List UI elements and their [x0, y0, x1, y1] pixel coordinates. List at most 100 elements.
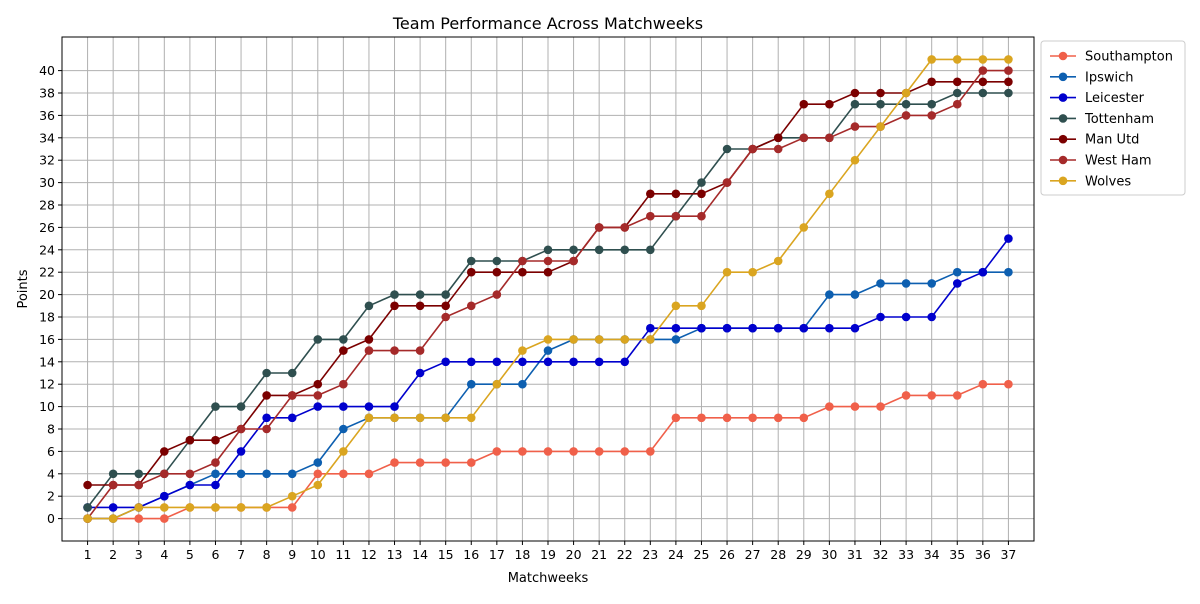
legend-label: Ipswich — [1085, 70, 1134, 85]
data-point — [441, 458, 450, 467]
data-point — [390, 290, 399, 299]
data-point — [901, 88, 911, 98]
data-point — [799, 133, 809, 143]
data-point — [415, 413, 425, 423]
data-point — [466, 458, 476, 467]
y-tick-label: 14 — [39, 354, 55, 369]
data-point — [441, 413, 450, 423]
data-point — [236, 424, 246, 434]
data-point — [569, 447, 578, 456]
data-point — [543, 346, 553, 355]
y-tick-label: 6 — [47, 444, 55, 459]
data-point — [594, 447, 604, 456]
data-point — [799, 99, 809, 109]
x-tick-label: 31 — [847, 547, 863, 562]
data-point — [518, 447, 527, 456]
data-point — [83, 503, 92, 512]
data-point — [492, 357, 502, 367]
data-point — [773, 144, 783, 154]
data-point — [697, 301, 706, 311]
data-point — [287, 391, 297, 400]
data-point — [518, 357, 527, 367]
data-point — [850, 155, 860, 165]
data-point — [646, 189, 655, 199]
data-point — [569, 357, 578, 367]
data-point — [466, 301, 476, 311]
data-point — [160, 491, 169, 501]
data-point — [1004, 234, 1013, 243]
data-point — [236, 469, 246, 479]
data-point — [876, 312, 885, 322]
data-point — [185, 469, 195, 479]
legend-label: Leicester — [1085, 91, 1145, 106]
y-tick-label: 10 — [39, 399, 55, 414]
data-point — [722, 323, 732, 333]
data-point — [748, 144, 757, 154]
data-point — [313, 391, 323, 400]
data-point — [671, 413, 681, 423]
y-tick-label: 36 — [39, 108, 55, 123]
legend-label: West Ham — [1085, 154, 1152, 169]
x-tick-label: 28 — [770, 547, 786, 562]
data-point — [825, 133, 834, 143]
legend-item: Wolves — [1050, 174, 1131, 189]
x-tick-label: 8 — [263, 547, 271, 562]
legend-item: Man Utd — [1050, 133, 1139, 148]
data-point — [876, 279, 885, 288]
x-tick-label: 18 — [514, 547, 530, 562]
x-tick-label: 3 — [135, 547, 143, 562]
data-point — [236, 447, 246, 456]
data-point — [543, 267, 553, 277]
data-point — [850, 88, 860, 98]
data-point — [748, 267, 757, 277]
x-tick-label: 25 — [694, 547, 710, 562]
data-point — [466, 256, 476, 266]
data-point — [185, 503, 195, 512]
data-point — [799, 223, 809, 232]
data-point — [108, 503, 118, 512]
data-point — [466, 379, 476, 389]
data-point — [901, 391, 911, 400]
data-point — [569, 256, 578, 266]
data-point — [160, 469, 169, 479]
data-point — [671, 323, 681, 333]
data-point — [1004, 379, 1013, 389]
data-point — [722, 267, 732, 277]
data-point — [390, 402, 399, 411]
x-tick-label: 33 — [898, 547, 914, 562]
x-tick-label: 13 — [387, 547, 403, 562]
data-point — [978, 55, 988, 64]
data-point — [262, 469, 271, 479]
data-point — [134, 469, 144, 479]
data-point — [390, 413, 399, 423]
data-point — [594, 245, 604, 255]
data-point — [671, 301, 681, 311]
data-point — [441, 357, 450, 367]
data-point — [697, 178, 706, 187]
data-point — [160, 514, 169, 523]
data-point — [108, 480, 118, 490]
data-point — [134, 503, 144, 512]
data-point — [339, 424, 348, 434]
data-point — [978, 379, 988, 389]
data-point — [952, 77, 962, 87]
data-point — [927, 279, 936, 288]
legend-swatch-marker — [1058, 51, 1068, 61]
data-point — [850, 99, 860, 109]
data-point — [697, 211, 706, 221]
y-tick-label: 32 — [39, 153, 55, 168]
data-point — [313, 458, 323, 467]
data-point — [339, 346, 348, 355]
data-point — [620, 245, 630, 255]
data-point — [313, 402, 323, 411]
data-point — [1004, 267, 1013, 277]
data-point — [339, 379, 348, 389]
data-point — [518, 379, 527, 389]
data-point — [646, 245, 655, 255]
data-point — [364, 413, 374, 423]
x-tick-label: 35 — [949, 547, 965, 562]
data-point — [773, 256, 783, 266]
legend-item: Leicester — [1050, 91, 1145, 106]
